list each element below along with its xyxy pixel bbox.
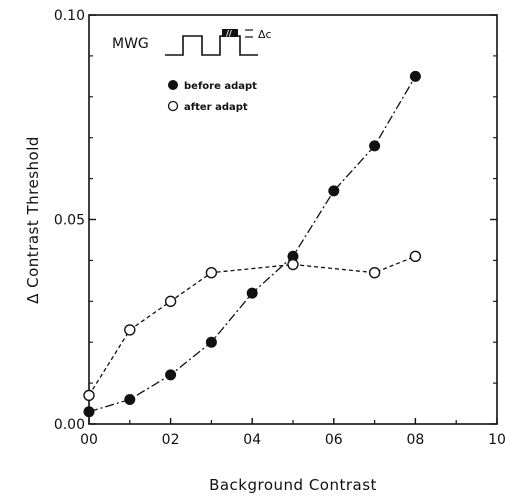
data-point-series-0 [246,287,258,299]
y-tick-label: 0.10 [54,8,85,24]
data-point-series-0 [165,369,177,381]
x-tick-label: 10 [488,432,505,448]
data-point-series-1 [205,266,218,279]
data-point-series-0 [328,185,340,197]
legend: before adapt after adapt [167,80,257,113]
x-axis: 00 02 04 06 08 10 [80,418,505,448]
mwg-inset: MWG // Δc [112,28,272,56]
legend-marker-before [168,80,178,90]
legend-label-before: before adapt [184,81,257,92]
data-point-series-1 [368,266,381,279]
inset-increment-block [222,29,238,37]
series-line-1 [88,255,416,396]
y-axis-title: Δ Contrast Threshold [24,136,42,304]
y-tick-label: 0.00 [54,417,85,433]
x-tick-label: 08 [406,432,424,448]
data-point-series-0 [124,393,136,405]
x-tick-label: 02 [162,432,180,448]
data-point-series-1 [83,389,95,402]
x-tick-label: 00 [80,432,98,448]
x-axis-title: Background Contrast [209,476,377,494]
data-point-series-0 [369,140,381,152]
y-axis: 0.00 0.05 0.10 [54,8,497,433]
legend-label-after: after adapt [184,102,248,113]
series-line-0 [88,76,416,413]
data-point-series-1 [164,295,177,307]
data-point-series-1 [124,324,136,336]
x-tick-label: 04 [243,432,261,448]
inset-waveform [165,35,258,56]
x-tick-label: 06 [325,432,343,448]
inset-delta-label: Δc [258,28,272,41]
inset-pattern-mark: // [226,29,232,38]
data-point-series-0 [83,406,95,418]
legend-marker-after [167,100,179,112]
inset-label: MWG [112,36,149,52]
data-point-series-0 [409,70,421,82]
data-point-series-1 [409,250,422,263]
data-point-series-0 [205,336,217,348]
plot-frame [88,14,498,425]
y-tick-label: 0.05 [54,213,85,229]
series-layer [83,70,422,418]
data-point-series-1 [287,258,299,271]
